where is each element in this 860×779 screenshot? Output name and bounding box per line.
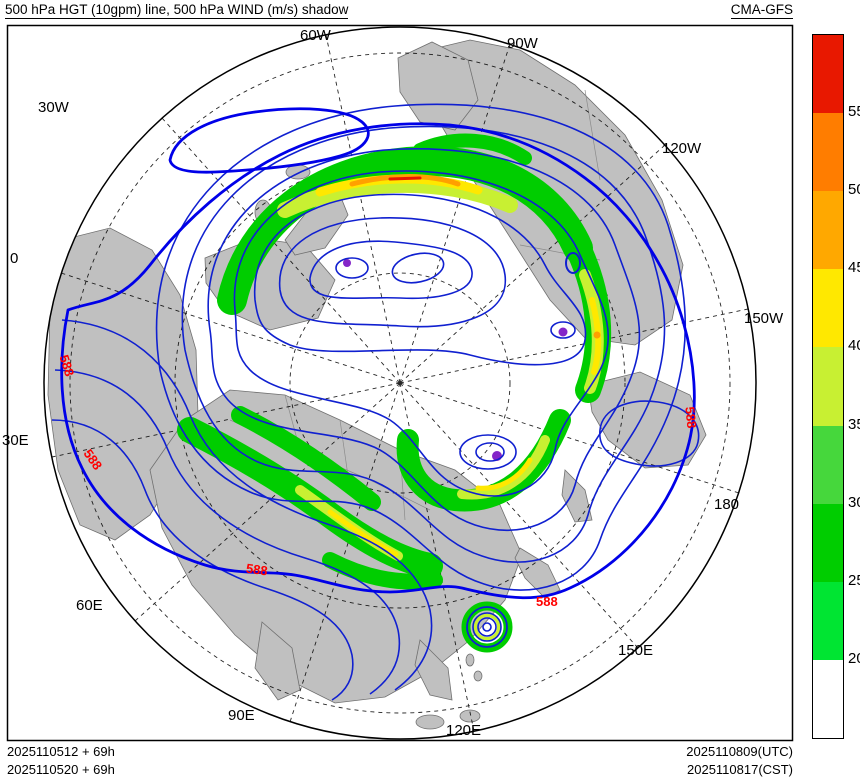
model-label: CMA-GFS	[730, 2, 793, 19]
lon-label-90w: 90W	[507, 35, 538, 52]
colorbar-tick-label: 45	[848, 259, 860, 277]
contour-label-588: 588	[682, 405, 700, 430]
lon-label-60e: 60E	[76, 597, 103, 614]
colorbar-segment	[813, 581, 843, 660]
footer-init-utc: 2025110512 + 69h	[7, 744, 115, 759]
lon-label-120e: 120E	[446, 722, 482, 739]
colorbar-tick-label: 35	[848, 415, 860, 433]
lon-label-90e: 90E	[228, 707, 255, 724]
map-boundary-circle	[43, 26, 757, 740]
lon-label-0: 0	[10, 250, 19, 267]
height-contours-layer	[51, 103, 700, 701]
colorbar-segment	[813, 113, 843, 192]
contour-label-588: 588	[245, 560, 269, 579]
page-title: 500 hPa HGT (10gpm) line, 500 hPa WIND (…	[5, 2, 349, 19]
colorbar-tick-label: 50	[848, 181, 860, 199]
lon-label-60w: 60W	[300, 27, 331, 44]
map-frame	[6, 24, 794, 742]
lon-label-180: 180	[714, 496, 740, 513]
colorbar-segment	[813, 347, 843, 426]
colorbar-segment	[813, 503, 843, 582]
lon-label-120w: 120W	[662, 140, 702, 157]
colorbar-segment	[813, 659, 843, 738]
colorbar-segment	[813, 425, 843, 504]
land-layer	[47, 39, 707, 730]
colorbar-segment	[813, 191, 843, 270]
colorbar-tick-label: 20	[848, 649, 860, 667]
colorbar-tick-label: 40	[848, 337, 860, 355]
lon-label-30w: 30W	[38, 99, 69, 116]
footer-valid-utc: 2025110809(UTC)	[686, 744, 793, 759]
colorbar-tick-label: 25	[848, 571, 860, 589]
footer-valid-cst: 2025110817(CST)	[687, 762, 793, 777]
colorbar-segment	[813, 35, 843, 114]
lon-label-30e: 30E	[2, 432, 29, 449]
colorbar-tick-label: 55	[848, 103, 860, 121]
colorbar	[812, 34, 844, 739]
wind-shading-layer	[177, 133, 612, 653]
lon-label-150w: 150W	[744, 310, 784, 327]
colorbar-tick-label: 30	[848, 493, 860, 511]
footer-init-cst: 2025110520 + 69h	[7, 762, 115, 777]
colorbar-segment	[813, 269, 843, 348]
lon-label-150e: 150E	[618, 642, 654, 659]
contour-label-588: 588	[536, 594, 558, 609]
contour-588-layer	[60, 107, 696, 600]
